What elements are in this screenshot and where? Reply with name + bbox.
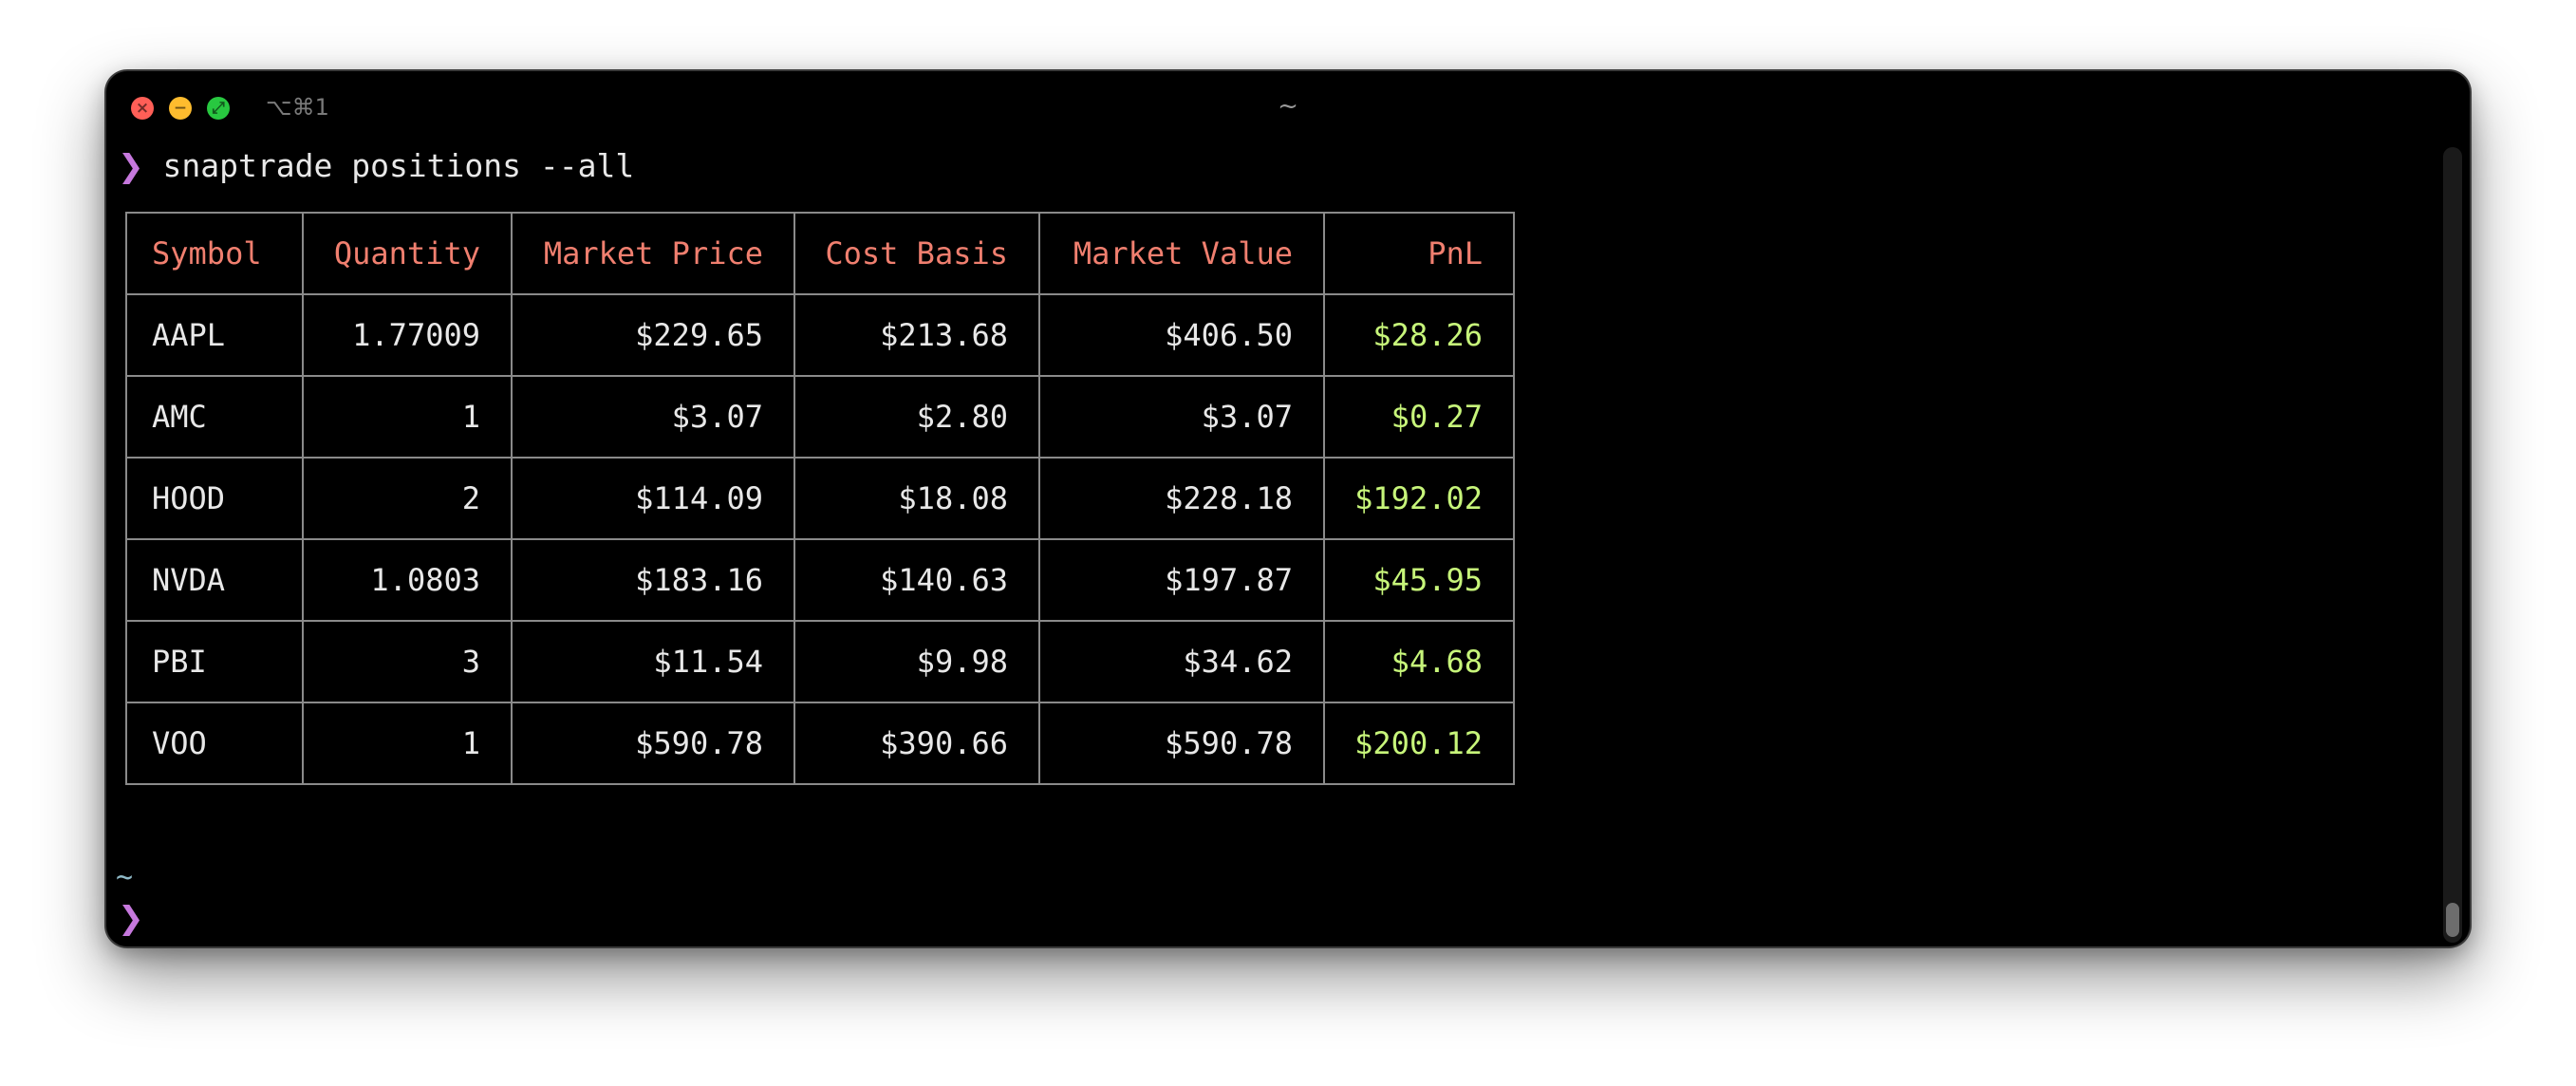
cell-quantity: 3 (302, 620, 513, 703)
current-prompt[interactable]: ❯ (118, 899, 144, 936)
cell-market-value: $228.18 (1038, 457, 1325, 540)
cell-pnl: $45.95 (1323, 538, 1515, 622)
window-title: ~ (1278, 92, 1298, 121)
table-row: AMC 1 $3.07 $2.80 $3.07 $0.27 (125, 375, 1515, 459)
header-symbol: Symbol (125, 212, 304, 295)
cell-market-price: $3.07 (511, 375, 795, 459)
cell-symbol: NVDA (125, 538, 304, 622)
cell-cost-basis: $390.66 (793, 702, 1040, 785)
cell-market-price: $229.65 (511, 293, 795, 377)
prompt-chevron-icon: ❯ (118, 899, 144, 936)
minimize-icon: − (173, 99, 188, 118)
cell-pnl: $28.26 (1323, 293, 1515, 377)
positions-table-container: Symbol Quantity Market Price Cost Basis … (125, 212, 1515, 785)
title-bar[interactable]: × − ⤢ ⌥⌘1 ~ (106, 71, 2470, 147)
cell-quantity: 1.77009 (302, 293, 513, 377)
zoom-icon: ⤢ (212, 99, 225, 118)
header-cost-basis: Cost Basis (793, 212, 1040, 295)
zoom-button[interactable]: ⤢ (207, 97, 230, 120)
header-market-price: Market Price (511, 212, 795, 295)
terminal-window: × − ⤢ ⌥⌘1 ~ ❯ snaptrade positions --all … (106, 71, 2470, 946)
cell-market-price: $114.09 (511, 457, 795, 540)
table-row: AAPL 1.77009 $229.65 $213.68 $406.50 $28… (125, 293, 1515, 377)
cwd-indicator: ~ (116, 861, 134, 894)
cell-cost-basis: $140.63 (793, 538, 1040, 622)
scrollbar-thumb[interactable] (2446, 903, 2459, 937)
cell-pnl: $4.68 (1323, 620, 1515, 703)
cell-market-value: $406.50 (1038, 293, 1325, 377)
table-header-row: Symbol Quantity Market Price Cost Basis … (125, 212, 1515, 295)
cell-market-value: $34.62 (1038, 620, 1325, 703)
tab-shortcut-label: ⌥⌘1 (266, 94, 329, 121)
cell-market-value: $590.78 (1038, 702, 1325, 785)
cell-pnl: $192.02 (1323, 457, 1515, 540)
table-row: HOOD 2 $114.09 $18.08 $228.18 $192.02 (125, 457, 1515, 540)
close-button[interactable]: × (131, 97, 154, 120)
scrollbar-track[interactable] (2443, 147, 2462, 943)
cell-symbol: VOO (125, 702, 304, 785)
command-line: ❯ snaptrade positions --all (118, 147, 634, 184)
positions-table: Symbol Quantity Market Price Cost Basis … (125, 212, 1515, 785)
cell-market-value: $197.87 (1038, 538, 1325, 622)
cell-quantity: 1 (302, 702, 513, 785)
cell-quantity: 1 (302, 375, 513, 459)
cell-cost-basis: $213.68 (793, 293, 1040, 377)
cell-market-price: $183.16 (511, 538, 795, 622)
cell-pnl: $200.12 (1323, 702, 1515, 785)
cell-market-value: $3.07 (1038, 375, 1325, 459)
cell-symbol: AAPL (125, 293, 304, 377)
table-row: PBI 3 $11.54 $9.98 $34.62 $4.68 (125, 620, 1515, 703)
command-text: snaptrade positions --all (162, 147, 635, 184)
cell-quantity: 1.0803 (302, 538, 513, 622)
prompt-chevron-icon: ❯ (118, 147, 144, 184)
cell-symbol: HOOD (125, 457, 304, 540)
cell-quantity: 2 (302, 457, 513, 540)
close-icon: × (135, 99, 150, 118)
cell-market-price: $11.54 (511, 620, 795, 703)
minimize-button[interactable]: − (169, 97, 192, 120)
cell-symbol: PBI (125, 620, 304, 703)
table-row: NVDA 1.0803 $183.16 $140.63 $197.87 $45.… (125, 538, 1515, 622)
cell-cost-basis: $9.98 (793, 620, 1040, 703)
cell-cost-basis: $2.80 (793, 375, 1040, 459)
cell-symbol: AMC (125, 375, 304, 459)
header-market-value: Market Value (1038, 212, 1325, 295)
header-pnl: PnL (1323, 212, 1515, 295)
cell-cost-basis: $18.08 (793, 457, 1040, 540)
table-row: VOO 1 $590.78 $390.66 $590.78 $200.12 (125, 702, 1515, 785)
cell-market-price: $590.78 (511, 702, 795, 785)
header-quantity: Quantity (302, 212, 513, 295)
cell-pnl: $0.27 (1323, 375, 1515, 459)
